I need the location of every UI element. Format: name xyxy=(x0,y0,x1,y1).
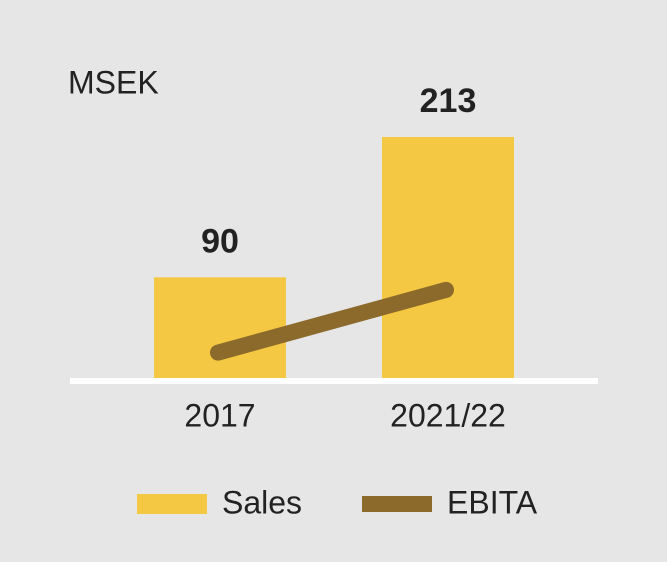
data-label: 90 xyxy=(201,222,239,260)
x-tick-label: 2021/22 xyxy=(390,397,506,433)
data-label: 213 xyxy=(420,82,477,120)
legend-swatch xyxy=(137,494,207,514)
bar xyxy=(154,277,286,380)
bar xyxy=(382,137,514,380)
unit-label: MSEK xyxy=(68,64,159,100)
legend-label: Sales xyxy=(222,484,302,520)
legend-label: EBITA xyxy=(447,484,538,520)
line xyxy=(210,281,454,361)
x-tick-label: 2017 xyxy=(184,397,255,433)
